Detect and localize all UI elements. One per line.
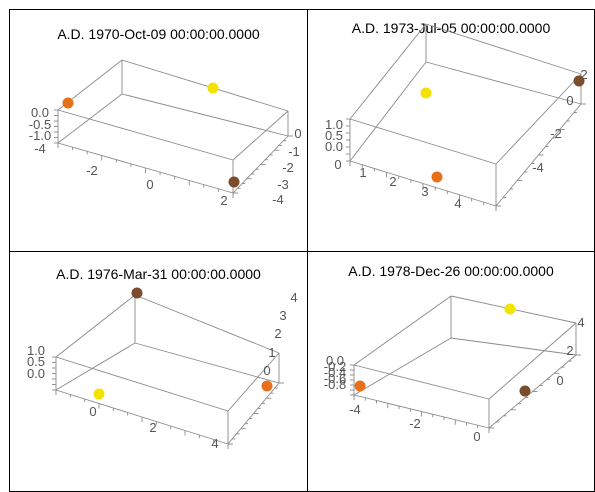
- box-edge: [353, 337, 452, 396]
- box-edge: [353, 295, 452, 366]
- x-tick-label: 2: [149, 420, 156, 435]
- box-edge: [55, 294, 136, 358]
- panel-title: A.D. 1973-Jul-05 00:00:00.0000: [351, 20, 551, 36]
- z-tick-label: -0.8: [324, 377, 346, 392]
- x-tick-label: 2: [220, 193, 227, 208]
- z-tick-label: 0.5: [325, 128, 343, 143]
- tick-label: -4: [34, 141, 46, 156]
- y-tick-label: -4: [532, 160, 544, 175]
- y-tick-label: 2: [566, 343, 573, 358]
- box-edge: [134, 342, 280, 384]
- box-edge: [349, 61, 427, 162]
- data-point-brown: [573, 75, 585, 87]
- box-edge: [495, 73, 582, 165]
- y-tick-label: -1: [288, 144, 300, 159]
- y-tick-label: -4: [272, 192, 284, 207]
- box-edge: [121, 93, 289, 137]
- x-tick-label: 0: [473, 429, 480, 444]
- box-edge: [57, 109, 234, 161]
- box-edge: [121, 59, 289, 112]
- x-tick-label: -2: [409, 416, 421, 431]
- box-edge: [425, 61, 582, 105]
- box-edge: [55, 342, 136, 391]
- x-tick-label: 0: [334, 157, 341, 172]
- data-point-orange: [62, 97, 74, 109]
- x-tick-label: 4: [211, 436, 218, 451]
- panel-title: A.D. 1970-Oct-09 00:00:00.0000: [57, 26, 260, 42]
- data-point-brown: [228, 176, 240, 188]
- x-tick-label: 4: [454, 196, 461, 211]
- data-point-yellow: [207, 82, 219, 94]
- data-point-orange: [261, 380, 273, 392]
- y-tick-label: 0: [294, 126, 301, 141]
- y-tick-label: -3: [277, 177, 289, 192]
- y-tick-label: 4: [290, 290, 297, 305]
- data-point-brown: [131, 287, 143, 299]
- z-tick-label: 0.0: [325, 139, 343, 154]
- data-point-brown: [519, 385, 531, 397]
- panel-title: A.D. 1976-Mar-31 00:00:00.0000: [56, 266, 261, 282]
- panel-1978: A.D. 1978-Dec-26 00:00:00.0000 -4 -2 0 4 2 0 0…: [307, 251, 595, 492]
- box-edge: [450, 337, 577, 356]
- z-tick-label: 0.0: [27, 366, 45, 381]
- data-point-orange: [431, 171, 443, 183]
- x-tick-label: 1: [359, 165, 366, 180]
- y-tick-label: -2: [282, 160, 294, 175]
- y-tick-label: 0: [566, 93, 573, 108]
- z-tick-label: -1.0: [29, 128, 51, 143]
- data-point-yellow: [504, 303, 516, 315]
- x-tick-label: 0: [89, 404, 96, 419]
- panel-title: A.D. 1978-Dec-26 00:00:00.0000: [348, 263, 554, 279]
- panel-1970: A.D. 1970-Oct-09 00:00:00.0000 -2 0 2 0 -1 -2…: [9, 9, 308, 252]
- box-edge: [488, 322, 577, 400]
- data-point-yellow: [420, 87, 432, 99]
- box-edge: [349, 23, 427, 120]
- box-edge: [349, 118, 497, 165]
- x-tick-label: 2: [389, 174, 396, 189]
- box-edge: [55, 356, 229, 412]
- y-tick-label: 3: [279, 308, 286, 323]
- y-tick-label: 0: [263, 363, 270, 378]
- box-edge: [353, 364, 490, 400]
- z-tick-label: -0.6: [324, 371, 346, 386]
- box-edge: [227, 352, 280, 412]
- y-tick-label: 2: [580, 67, 587, 82]
- box-edge: [425, 23, 582, 75]
- x-tick-label: -4: [349, 402, 361, 417]
- box-edge: [232, 110, 289, 161]
- panel-1973: A.D. 1973-Jul-05 00:00:00.0000 0 1 2 3 4 2 0 -2…: [307, 9, 595, 252]
- x-tick-label: 3: [421, 184, 428, 199]
- z-tick-label: 0.0: [31, 105, 49, 120]
- y-tick-label: 4: [577, 315, 584, 330]
- z-tick-label: 1.0: [325, 117, 343, 132]
- z-tick-label: -0.2: [324, 359, 346, 374]
- y-tick-label: -2: [550, 126, 562, 141]
- data-point-orange: [354, 380, 366, 392]
- y-tick-label: 1: [268, 345, 275, 360]
- z-tick-label: 0.0: [326, 353, 344, 368]
- x-tick-label: -2: [86, 163, 98, 178]
- box-edge: [134, 294, 280, 354]
- z-tick-label: -0.5: [29, 117, 51, 132]
- y-tick-label: 0: [556, 373, 563, 388]
- z-tick-label: 0.5: [27, 354, 45, 369]
- x-tick-label: 0: [146, 177, 153, 192]
- data-point-yellow: [93, 388, 105, 400]
- z-tick-label: -0.4: [324, 365, 346, 380]
- z-tick-label: 1.0: [27, 343, 45, 358]
- box-edge: [57, 93, 123, 144]
- y-tick-label: 2: [274, 326, 281, 341]
